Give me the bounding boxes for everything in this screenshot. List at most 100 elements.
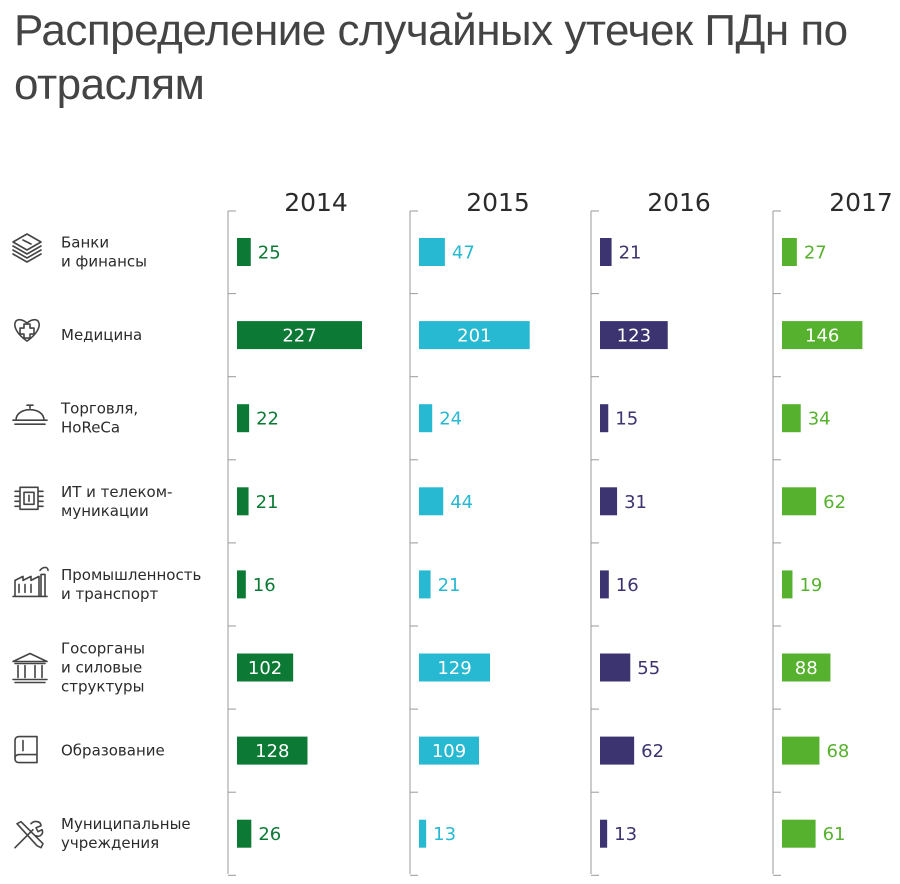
bar	[600, 653, 631, 682]
category-label: и силовые	[61, 659, 142, 677]
bar	[782, 736, 820, 765]
data-label: 68	[826, 741, 849, 762]
data-label: 25	[258, 243, 281, 264]
data-label: 128	[255, 741, 289, 762]
year-label-2014: 2014	[284, 188, 348, 217]
data-label: 21	[438, 575, 461, 596]
panel-2014: 2014 25 227 22 21 16 102 128 26	[227, 188, 362, 876]
data-label: 227	[282, 326, 316, 347]
data-label: 62	[823, 492, 846, 513]
government-building-icon	[12, 652, 48, 684]
panel-2015: 2015 47 201 24 44 21 129 109 13	[409, 188, 530, 876]
category-label: Госорганы	[61, 640, 145, 658]
category-label: Промышленность	[61, 566, 201, 584]
data-label: 21	[256, 492, 279, 513]
data-label: 201	[457, 326, 491, 347]
category-3: ИТ и телеком-муникации	[14, 483, 172, 520]
bar	[600, 238, 612, 266]
category-label: Муниципальные	[61, 815, 191, 833]
data-label: 31	[624, 492, 647, 513]
serving-cloche-icon	[12, 404, 48, 425]
category-6: Образование	[14, 735, 165, 764]
category-label: Торговля,	[60, 400, 138, 418]
panel-2017: 2017 27 146 34 62 19 88 68 61	[772, 188, 893, 876]
bar	[419, 487, 444, 516]
chip-icon	[14, 486, 44, 511]
bar	[600, 819, 608, 848]
data-label: 22	[256, 409, 279, 430]
data-label: 13	[614, 824, 637, 845]
category-label: и транспорт	[61, 585, 159, 603]
bar	[600, 570, 609, 599]
category-label: и финансы	[61, 253, 147, 271]
data-label: 27	[804, 243, 827, 264]
data-label: 102	[248, 658, 282, 679]
data-label: 21	[619, 243, 642, 264]
data-label: 15	[615, 409, 638, 430]
data-label: 19	[799, 575, 822, 596]
bar	[782, 404, 801, 433]
bar	[782, 653, 831, 682]
data-label: 34	[808, 409, 831, 430]
category-label: Образование	[61, 742, 165, 760]
bar	[600, 404, 609, 433]
bar	[419, 819, 427, 848]
year-label-2017: 2017	[829, 188, 893, 217]
year-label-2015: 2015	[466, 188, 530, 217]
category-2: Торговля,HoReCa	[12, 400, 138, 437]
category-label: Медицина	[61, 326, 142, 344]
bar	[782, 238, 797, 266]
bar	[419, 404, 433, 433]
bar	[600, 487, 618, 516]
category-label: Банки	[61, 234, 109, 252]
category-label: учреждения	[61, 834, 159, 852]
data-label: 88	[795, 658, 818, 679]
category-label: ИТ и телеком-	[61, 483, 172, 501]
data-label: 123	[617, 326, 651, 347]
data-label: 16	[253, 575, 276, 596]
bar	[237, 404, 250, 433]
data-label: 47	[452, 243, 475, 264]
bar	[237, 819, 252, 848]
tools-icon	[14, 820, 44, 849]
chart-title: Распределение случайных утечек ПДн по от…	[14, 6, 848, 109]
year-label-2016: 2016	[647, 188, 711, 217]
data-label: 13	[433, 824, 456, 845]
bar	[600, 736, 635, 765]
bar	[237, 321, 362, 350]
bar	[419, 570, 431, 599]
bar	[419, 653, 491, 682]
bar	[237, 238, 251, 266]
data-label: 26	[258, 824, 281, 845]
bar	[419, 736, 480, 765]
bar	[782, 321, 863, 350]
year-panels: 2014 25 227 22 21 16 102 128 26 2015 47 201 24 44 21 12…	[227, 188, 893, 876]
data-label: 146	[805, 326, 839, 347]
heart-cross-icon	[14, 318, 40, 342]
data-label: 44	[450, 492, 473, 513]
data-label: 109	[432, 741, 466, 762]
factory-icon	[12, 566, 49, 598]
bar	[419, 238, 445, 266]
panel-2016: 2016 21 123 15 31 16 55 62 13	[590, 188, 711, 876]
category-label: HoReCa	[61, 419, 120, 437]
bar	[237, 487, 249, 516]
book-icon	[14, 735, 38, 764]
category-label: муникации	[61, 502, 149, 520]
data-label: 24	[439, 409, 462, 430]
bar	[419, 321, 530, 350]
data-label: 61	[823, 824, 846, 845]
data-label: 62	[641, 741, 664, 762]
category-1: Медицина	[14, 318, 142, 344]
bar	[782, 570, 793, 599]
category-label: структуры	[61, 678, 144, 696]
bar	[782, 819, 816, 848]
bar	[237, 653, 294, 682]
money-stack-icon	[12, 233, 42, 263]
